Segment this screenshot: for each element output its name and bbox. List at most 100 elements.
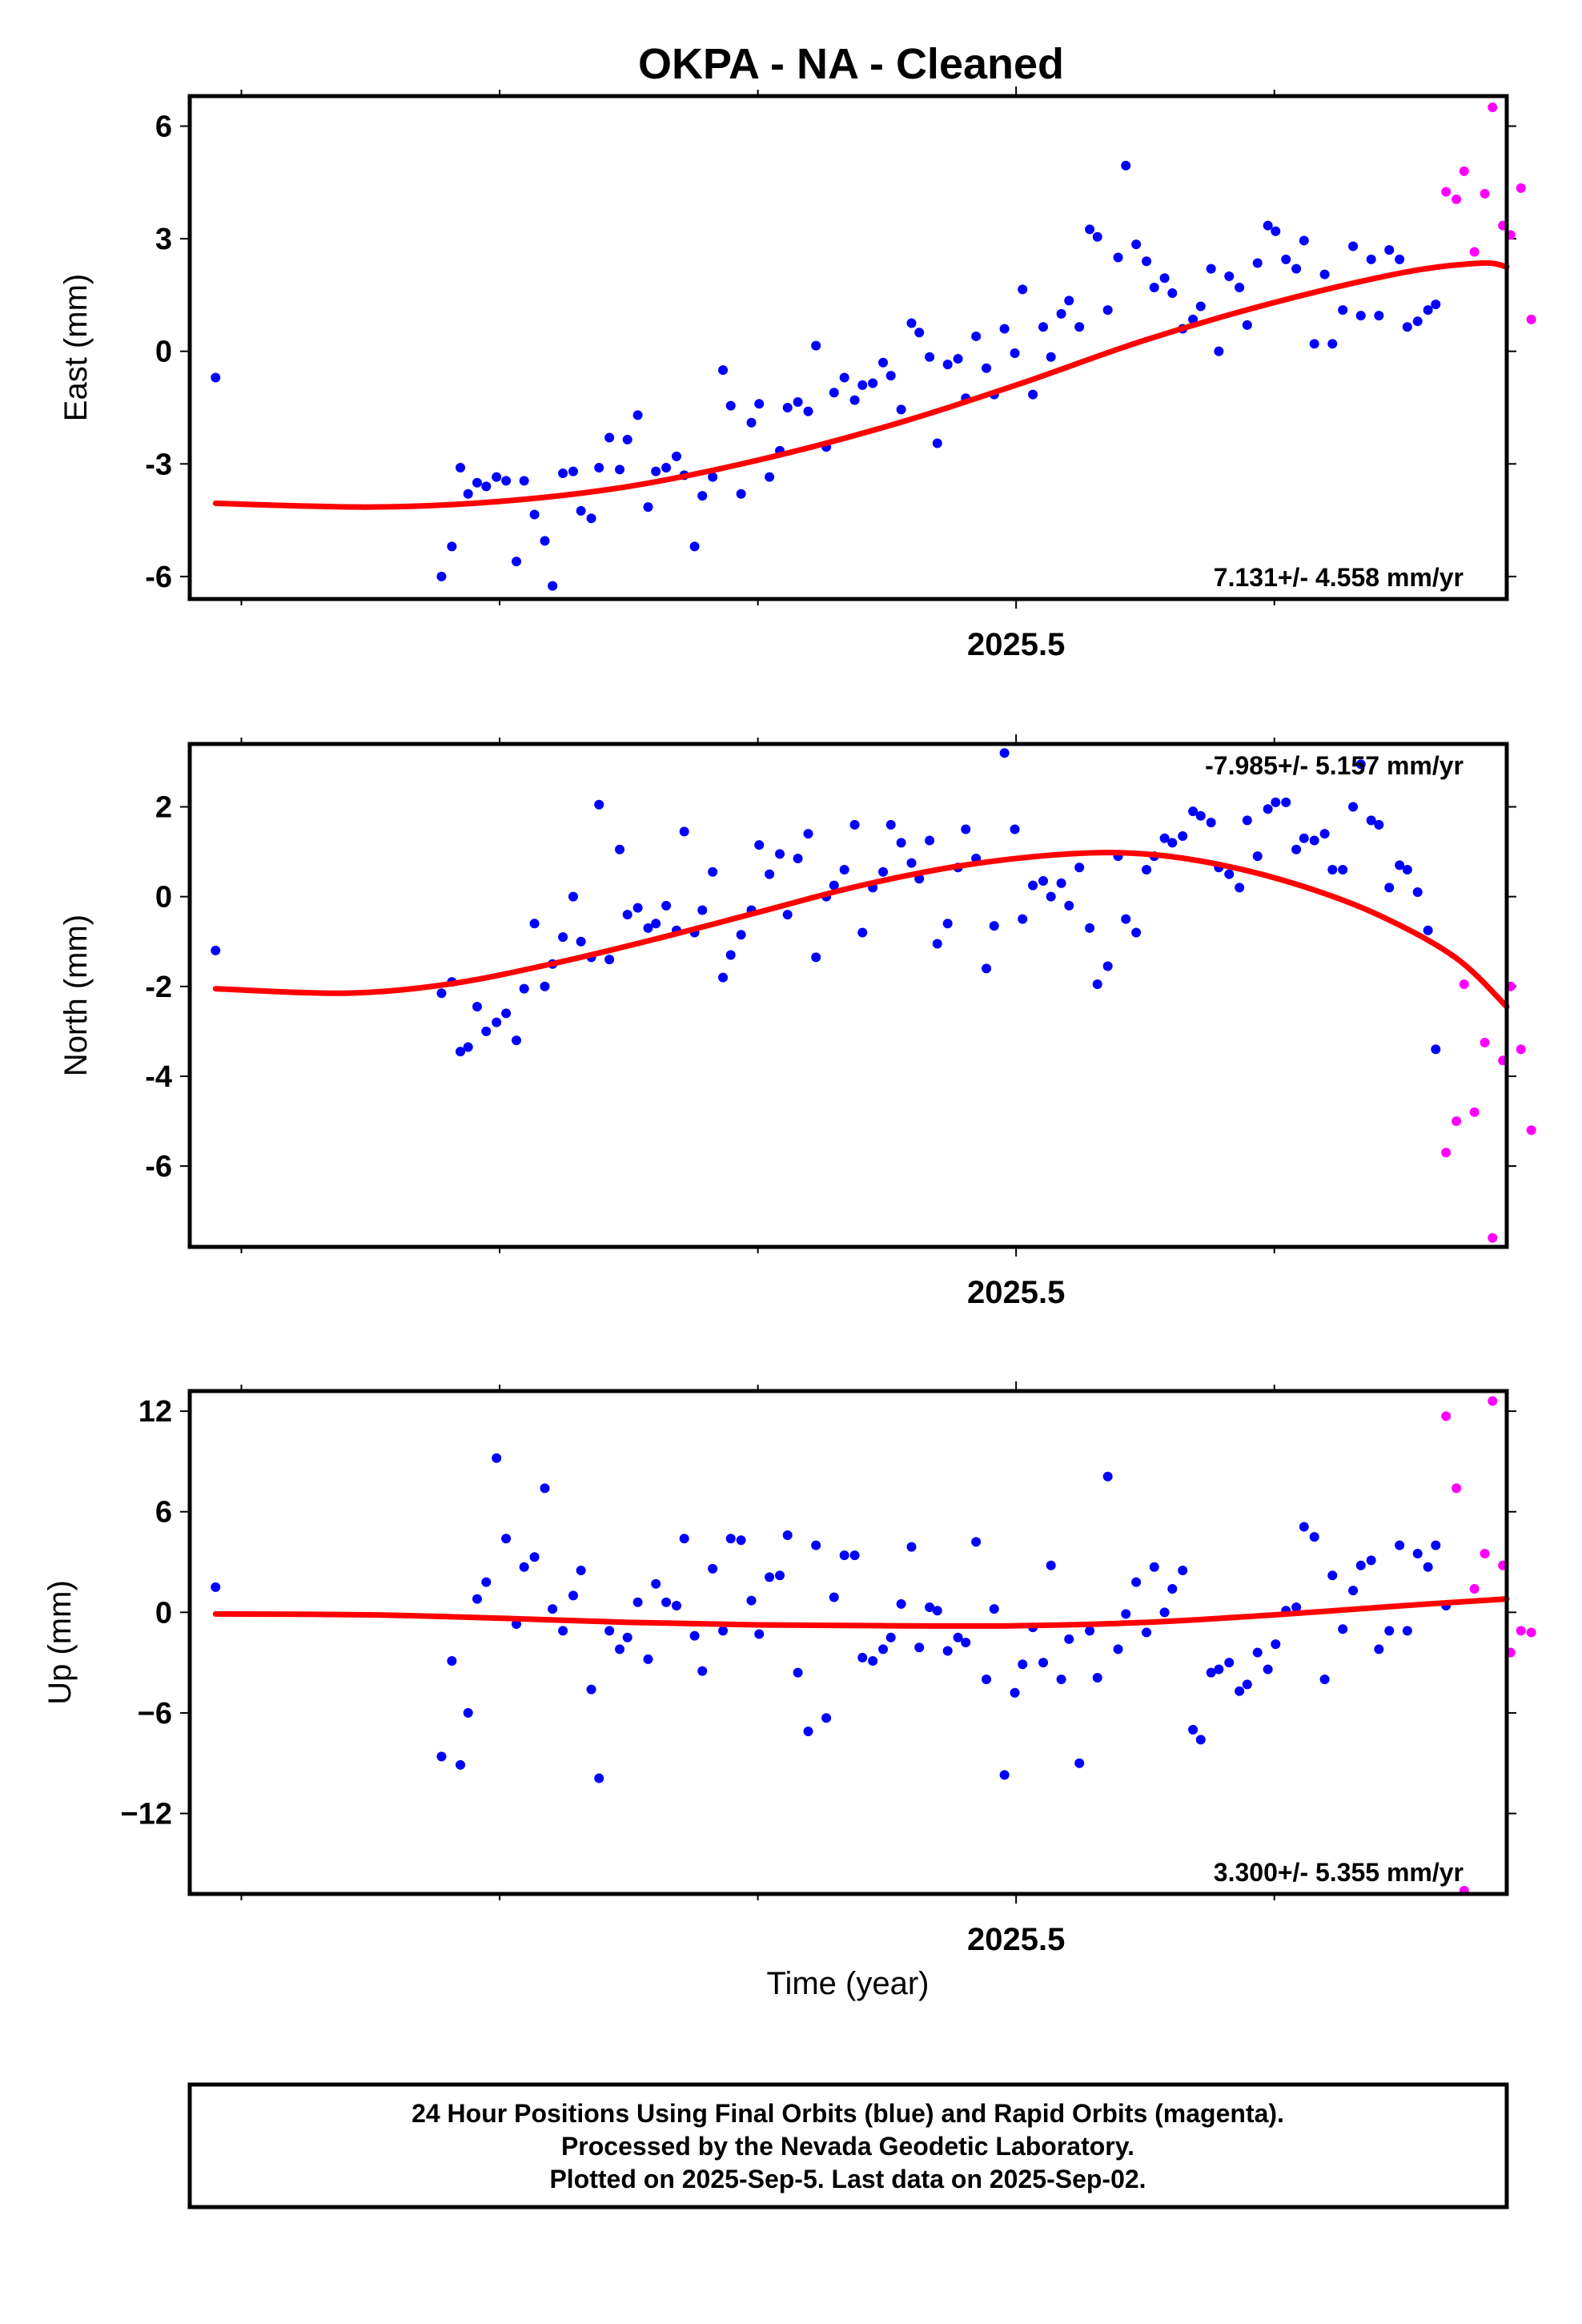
north-final-point — [793, 853, 803, 863]
east-final-point — [906, 318, 917, 328]
east-final-point — [558, 468, 568, 478]
north-final-point — [811, 952, 821, 963]
north-final-point — [472, 1002, 482, 1012]
north-final-point — [558, 932, 568, 943]
east-final-point — [1121, 160, 1131, 171]
north-final-point — [736, 930, 746, 940]
north-final-point — [1142, 865, 1152, 875]
east-final-point — [1142, 256, 1152, 267]
east-final-point — [857, 380, 868, 390]
up-final-point — [576, 1565, 586, 1575]
east-final-point — [1010, 348, 1020, 359]
north-final-point — [849, 819, 860, 830]
east-final-point — [1214, 346, 1224, 356]
east-final-point — [548, 581, 558, 591]
north-final-point — [1188, 806, 1199, 817]
north-final-point — [839, 865, 849, 875]
north-final-point — [615, 844, 625, 854]
east-final-point — [725, 400, 736, 411]
east-final-point — [754, 399, 765, 409]
east-final-point — [1206, 263, 1216, 274]
east-final-point — [839, 372, 849, 383]
north-ylabel: North (mm) — [58, 915, 94, 1076]
north-final-point — [1085, 923, 1095, 933]
east-final-point — [1056, 308, 1066, 319]
up-final-point — [1374, 1644, 1384, 1655]
east-final-point — [1028, 389, 1038, 400]
up-final-point — [857, 1652, 868, 1663]
north-final-point — [1074, 862, 1085, 873]
up-plot-frame — [187, 1389, 1509, 1896]
east-final-point — [1046, 352, 1056, 362]
east-final-point — [697, 491, 708, 501]
north-final-point — [1291, 844, 1302, 854]
east-final-point — [576, 505, 586, 516]
up-final-point — [1271, 1639, 1281, 1650]
north-ytick-label: 2 — [155, 791, 172, 825]
east-final-point — [661, 462, 672, 472]
up-final-point — [501, 1534, 512, 1544]
up-final-point — [1038, 1658, 1049, 1668]
north-final-point — [481, 1026, 492, 1036]
north-final-point — [1195, 810, 1206, 821]
north-final-point — [1319, 829, 1330, 839]
north-final-point — [568, 891, 578, 902]
up-final-point — [793, 1667, 803, 1678]
north-final-point — [925, 835, 935, 846]
north-final-point — [643, 923, 653, 933]
up-final-point — [1224, 1658, 1235, 1668]
up-final-point — [811, 1540, 821, 1550]
east-final-point — [999, 324, 1010, 334]
up-final-point — [456, 1759, 466, 1770]
up-final-point — [803, 1726, 813, 1736]
east-rapid-point — [1469, 247, 1480, 257]
up-final-point — [1355, 1560, 1366, 1570]
up-final-point — [746, 1595, 757, 1606]
east-final-point — [1355, 311, 1366, 321]
east-final-point — [1412, 316, 1423, 327]
up-final-point — [622, 1632, 632, 1642]
north-final-point — [1309, 835, 1319, 846]
east-final-point — [651, 466, 661, 476]
north-rapid-point — [1480, 1037, 1490, 1047]
north-final-point — [1178, 830, 1188, 841]
up-final-point — [594, 1773, 604, 1783]
east-final-point — [586, 513, 596, 524]
east-final-point — [615, 464, 625, 475]
footer-line-1: 24 Hour Positions Using Final Orbits (bl… — [412, 2099, 1284, 2128]
north-final-point — [1299, 833, 1309, 843]
east-final-point — [1366, 254, 1376, 264]
north-final-point — [594, 799, 604, 810]
east-final-point — [1299, 235, 1309, 246]
north-final-point — [1431, 1044, 1441, 1055]
up-final-point — [540, 1483, 550, 1494]
up-final-point — [725, 1534, 736, 1544]
east-final-point — [1319, 269, 1330, 279]
up-ytick-label: 12 — [139, 1395, 172, 1429]
north-final-point — [782, 910, 793, 920]
up-final-point — [604, 1626, 615, 1636]
north-final-point — [1167, 838, 1178, 848]
east-final-point — [529, 509, 540, 520]
up-final-point — [1064, 1634, 1074, 1644]
north-rapid-point — [1516, 1044, 1526, 1055]
up-final-point — [1102, 1471, 1113, 1482]
east-final-point — [1092, 231, 1102, 242]
up-final-point — [1309, 1532, 1319, 1542]
north-final-point — [1159, 833, 1170, 843]
north-final-point — [999, 748, 1010, 758]
up-final-point — [529, 1552, 540, 1562]
up-final-point — [754, 1629, 765, 1639]
north-final-point — [1348, 802, 1359, 812]
up-final-point — [821, 1713, 832, 1723]
up-panel: −12 −6 0 6 12 2025.5 Up (mm) 3.300+/- 5.355 mm/… — [42, 1381, 1536, 1957]
up-final-point — [1121, 1609, 1131, 1619]
north-final-point — [576, 936, 586, 947]
east-final-point — [1281, 254, 1291, 264]
east-final-point — [746, 417, 757, 428]
east-final-point — [456, 462, 466, 472]
east-final-point — [689, 541, 700, 552]
east-rapid-point — [1526, 314, 1536, 324]
east-final-point — [1102, 305, 1113, 316]
